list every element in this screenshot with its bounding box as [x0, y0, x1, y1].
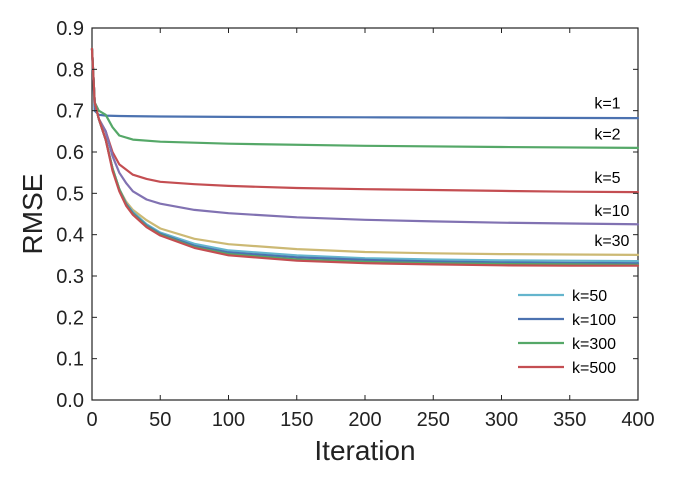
annotation-label: k=1: [594, 96, 620, 113]
x-tick-label: 400: [621, 409, 654, 431]
annotation-label: k=10: [594, 203, 629, 220]
x-tick-label: 300: [485, 409, 518, 431]
annotation-label: k=2: [594, 127, 620, 144]
legend-label: k=300: [572, 336, 616, 353]
legend-label: k=500: [572, 360, 616, 377]
annotation-label: k=30: [594, 233, 629, 250]
x-tick-label: 350: [553, 409, 586, 431]
series-line-k10: [90, 47, 640, 226]
legend-label: k=100: [572, 312, 616, 329]
y-axis-label: RMSE: [17, 174, 48, 255]
x-tick-label: 250: [417, 409, 450, 431]
legend-label: k=50: [572, 288, 607, 305]
y-tick-label: 0.7: [56, 101, 84, 123]
x-axis-label: Iteration: [314, 435, 415, 466]
y-tick-label: 0.5: [56, 183, 84, 205]
legend: k=50 k=100 k=300 k=500: [518, 288, 616, 377]
annotation-label: k=5: [594, 170, 620, 187]
plot-frame: [91, 27, 639, 401]
x-tick-label: 150: [280, 409, 313, 431]
y-tick-label: 0.2: [56, 307, 84, 329]
annotations-layer: k=1 k=2 k=5 k=10 k=30: [594, 96, 629, 251]
x-tick-label: 100: [212, 409, 245, 431]
x-tick-label: 200: [348, 409, 381, 431]
y-tick-label: 0.4: [56, 225, 84, 247]
series-line-k500: [90, 47, 640, 267]
x-tick-label: 50: [149, 409, 171, 431]
y-tick-label: 0.9: [56, 18, 84, 40]
y-tick-label: 0.0: [56, 390, 84, 412]
y-tick-label: 0.1: [56, 349, 84, 371]
series-layer: [90, 47, 640, 267]
series-line-k2: [90, 47, 640, 149]
y-tick-label: 0.6: [56, 142, 84, 164]
y-tick-label: 0.8: [56, 59, 84, 81]
ticks-layer: 0 50 100 150 200 250 300 350 400 0.0 0.1 0.2 0.3 0.4 0…: [56, 18, 655, 431]
x-tick-label: 0: [86, 409, 97, 431]
y-tick-label: 0.3: [56, 266, 84, 288]
